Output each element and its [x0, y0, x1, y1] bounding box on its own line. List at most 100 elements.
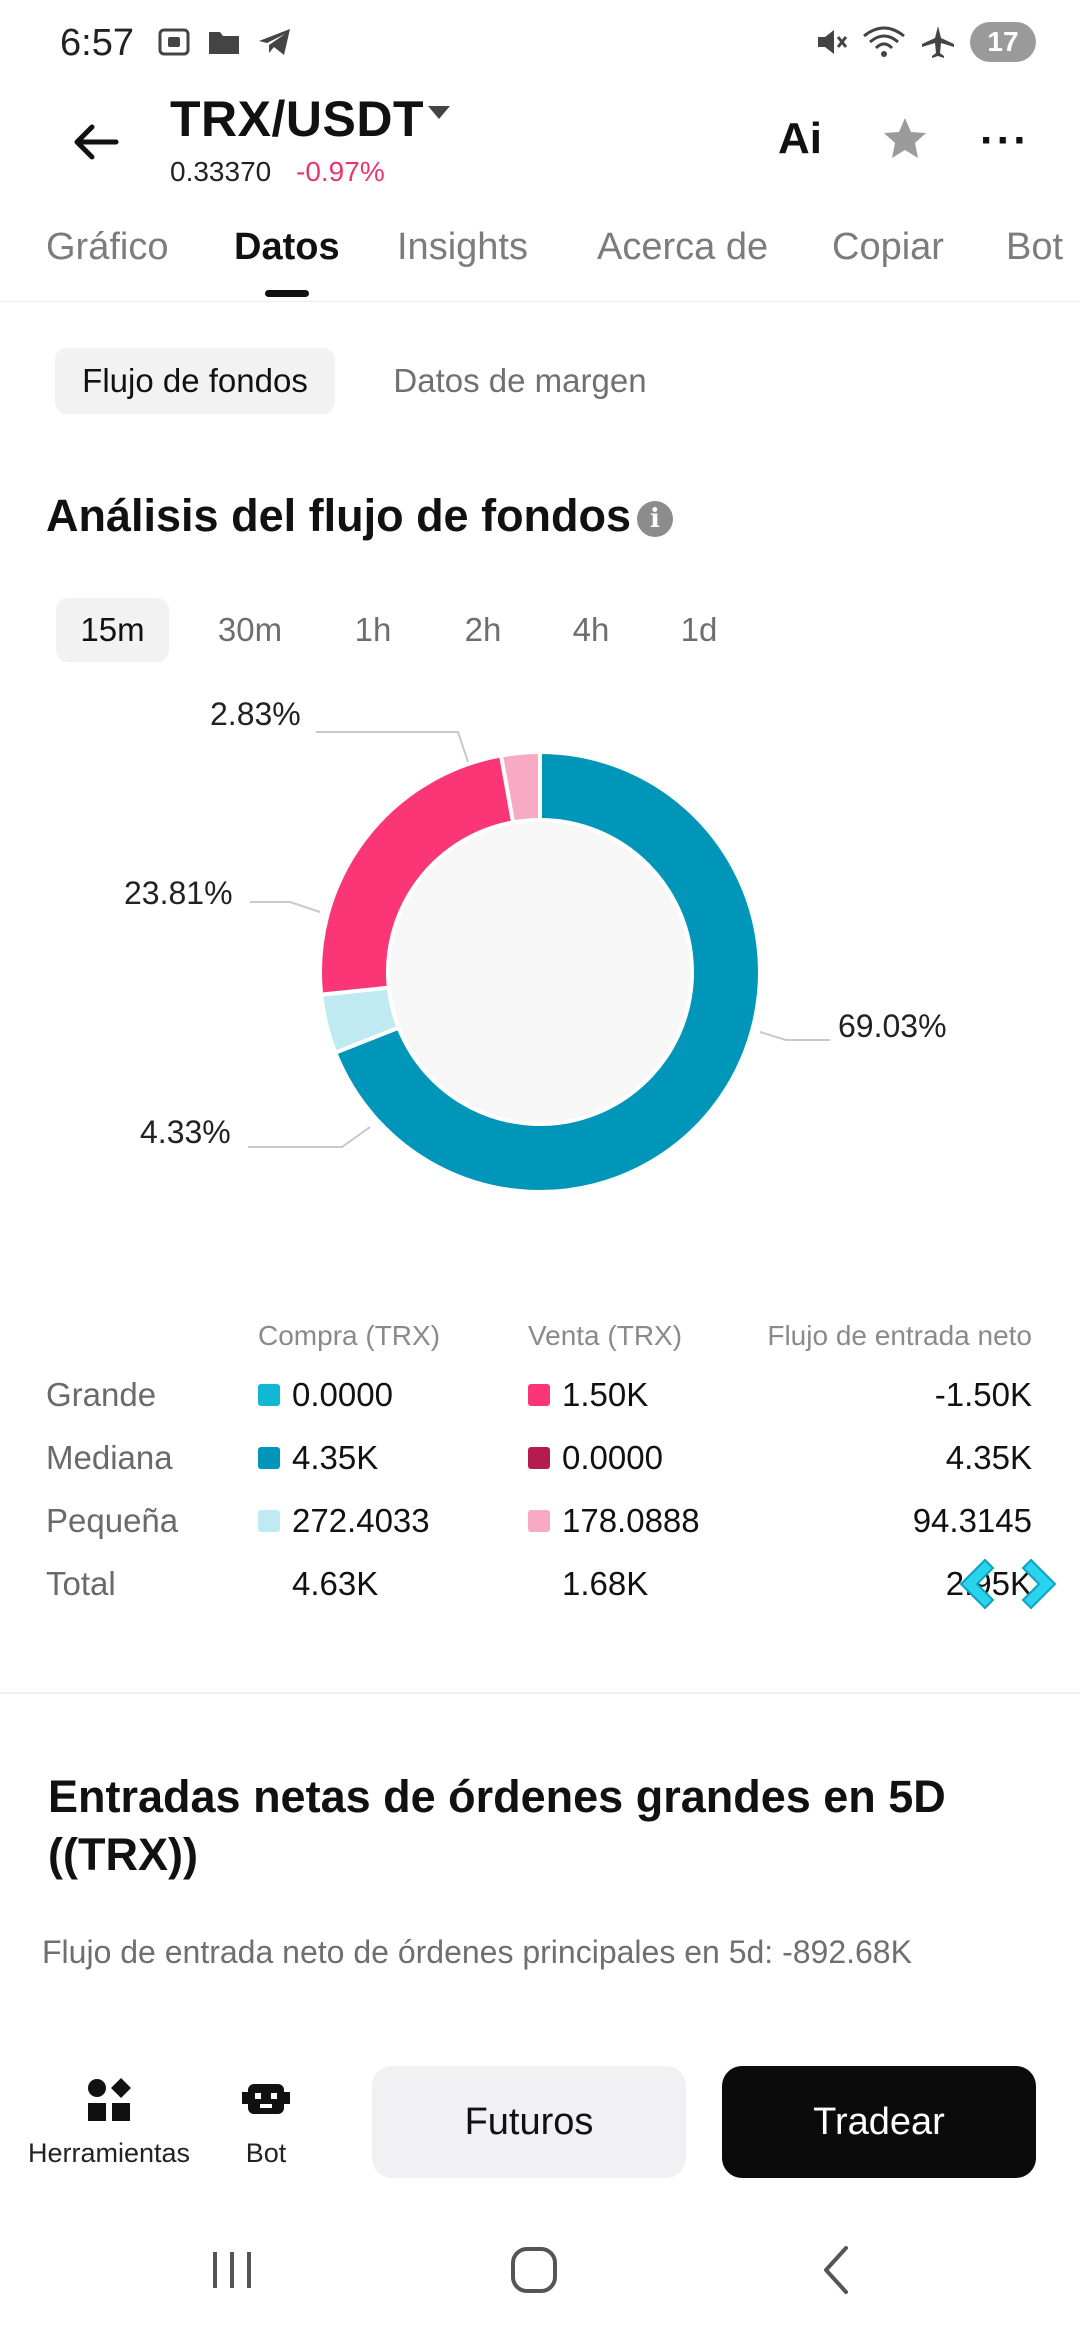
buy-cell: 4.35K	[258, 1439, 378, 1477]
buy-value: 272.4033	[292, 1502, 430, 1539]
subtab-fund-flow[interactable]: Flujo de fondos	[55, 348, 335, 414]
more-options-button[interactable]: ···	[980, 116, 1030, 165]
leader-line-small-buy	[248, 1126, 371, 1148]
row-label-grande: Grande	[46, 1376, 157, 1413]
floating-assistant-icon[interactable]	[955, 1556, 1061, 1612]
bot-label: Bot	[245, 2138, 287, 2168]
sell-value: 178.0888	[562, 1502, 700, 1539]
pair-header: TRX/USDT 0.33370 -0.97% Ai ···	[0, 86, 1080, 196]
subtab-margin-data[interactable]: Datos de margen	[393, 362, 647, 399]
swatch	[258, 1510, 280, 1532]
swatch	[528, 1384, 550, 1406]
status-left-icons	[156, 24, 294, 60]
telegram-icon	[259, 29, 290, 55]
tools-button[interactable]: Herramientas	[28, 2076, 190, 2169]
interval-30m[interactable]: 30m	[217, 611, 283, 648]
mute-icon	[818, 30, 848, 54]
large-orders-subtitle: Flujo de entrada neto de órdenes princip…	[42, 1934, 912, 1970]
status-bar: 6:57 17	[0, 0, 1080, 86]
leader-line-large-buy	[759, 1031, 830, 1041]
slice-label-large-sell: 23.81%	[124, 875, 233, 911]
sell-cell: 178.0888	[528, 1502, 700, 1540]
fund-flow-chart: 69.03% 4.33% 23.81% 2.83%	[0, 680, 1080, 1240]
row-label-mediana: Mediana	[46, 1439, 173, 1476]
buy-value: 4.63K	[292, 1565, 379, 1602]
sell-cell: 0.0000	[528, 1439, 663, 1477]
tab-insights[interactable]: Insights	[397, 226, 528, 268]
battery-indicator: 17	[970, 22, 1036, 62]
sell-value: 0.0000	[562, 1439, 663, 1476]
home-icon	[511, 2247, 557, 2293]
tab-bot[interactable]: Bot	[1006, 226, 1064, 268]
ai-button[interactable]: Ai	[778, 114, 822, 163]
interval-2h[interactable]: 2h	[464, 611, 502, 648]
net-value: 4.35K	[945, 1439, 1032, 1476]
bottom-action-bar: Herramientas Bot Futuros Tradear	[0, 2046, 1080, 2196]
donut-center	[388, 820, 692, 1124]
pair-title[interactable]: TRX/USDT	[170, 91, 424, 147]
tab-datos[interactable]: Datos	[234, 226, 340, 268]
bot-button[interactable]: Bot	[240, 2076, 292, 2169]
sell-value: 1.50K	[562, 1376, 649, 1413]
header-net: Flujo de entrada neto	[767, 1320, 1032, 1351]
home-button[interactable]	[494, 2240, 574, 2300]
chevron-left-icon	[824, 2246, 848, 2294]
swatch	[258, 1384, 280, 1406]
leader-line-large-sell	[250, 901, 321, 913]
header-buy: Compra (TRX)	[258, 1320, 441, 1351]
buy-value: 0.0000	[292, 1376, 393, 1413]
swatch	[528, 1510, 550, 1532]
robot-icon	[242, 2084, 290, 2114]
slice-label-large-buy: 69.03%	[838, 1008, 947, 1044]
section-title: Análisis del flujo de fondos	[46, 490, 632, 541]
header-sell: Venta (TRX)	[528, 1320, 683, 1351]
shapes-icon	[88, 2078, 132, 2121]
star-icon[interactable]	[880, 114, 930, 164]
tab-acerca-de[interactable]: Acerca de	[597, 226, 769, 268]
net-value: 94.3145	[912, 1502, 1032, 1539]
fund-flow-table: Compra (TRX) Venta (TRX) Flujo de entrad…	[0, 1300, 1080, 1602]
folder-icon	[209, 32, 239, 54]
status-right-icons: 17	[814, 22, 1036, 62]
trade-button[interactable]: Tradear	[722, 2066, 1036, 2178]
status-time: 6:57	[60, 22, 134, 64]
slice-large-buy	[332, 749, 762, 1194]
tab-grafico[interactable]: Gráfico	[46, 226, 169, 268]
interval-1d[interactable]: 1d	[680, 611, 718, 648]
donut-chart	[248, 731, 830, 1194]
futures-button[interactable]: Futuros	[372, 2066, 686, 2178]
back-button[interactable]	[66, 112, 126, 172]
active-tab-indicator	[265, 290, 309, 297]
buy-cell: 272.4033	[258, 1502, 430, 1540]
interval-15m[interactable]: 15m	[56, 598, 169, 662]
wifi-icon	[863, 26, 905, 57]
slice-label-small-buy: 4.33%	[140, 1114, 231, 1150]
section-divider	[0, 1692, 1080, 1694]
system-nav-bar	[0, 2220, 1080, 2320]
tab-copiar[interactable]: Copiar	[832, 226, 944, 268]
info-icon[interactable]: i	[637, 501, 673, 537]
arrow-left-icon	[74, 124, 119, 160]
large-orders-title: Entradas netas de órdenes grandes en 5D …	[48, 1771, 946, 1880]
sell-value: 1.68K	[562, 1565, 649, 1602]
interval-4h[interactable]: 4h	[572, 611, 610, 648]
net-value: -1.50K	[934, 1376, 1032, 1413]
slice-small-sell	[498, 749, 542, 825]
swatch	[528, 1447, 550, 1469]
row-label-pequena: Pequeña	[46, 1502, 179, 1539]
tools-label: Herramientas	[28, 2138, 191, 2168]
back-nav-button[interactable]	[796, 2240, 876, 2300]
interval-1h[interactable]: 1h	[354, 611, 392, 648]
slice-label-small-sell: 2.83%	[210, 696, 301, 732]
pair-price: 0.33370	[170, 156, 272, 187]
buy-value: 4.35K	[292, 1439, 379, 1476]
pair-change: -0.97%	[296, 156, 385, 187]
sell-cell: 1.50K	[528, 1376, 648, 1414]
recent-apps-button[interactable]	[192, 2240, 272, 2300]
recents-icon	[213, 2252, 251, 2288]
caret-down-icon[interactable]	[428, 106, 450, 119]
airplane-icon	[922, 26, 954, 58]
row-label-total: Total	[46, 1565, 116, 1602]
leader-line-small-sell	[316, 731, 469, 763]
buy-cell: 0.0000	[258, 1376, 393, 1414]
